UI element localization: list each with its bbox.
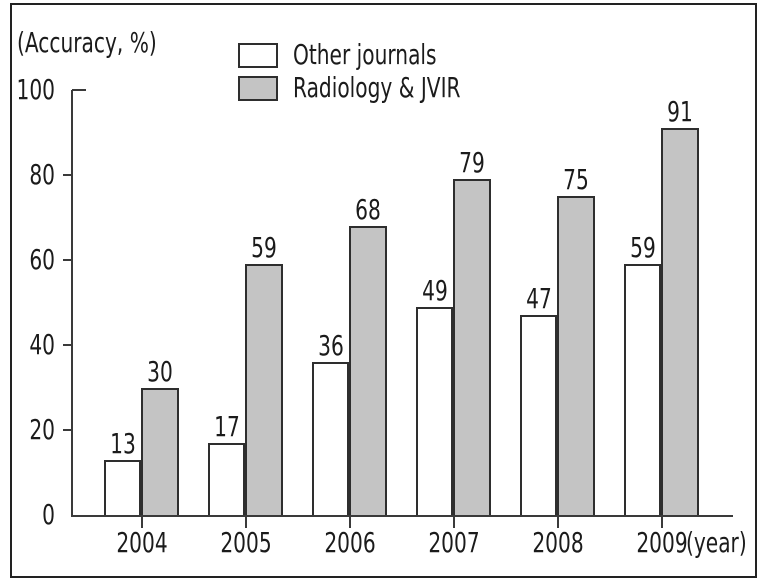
legend-label-other-journals: Other journals: [293, 38, 437, 71]
x-axis-tick: [140, 517, 143, 528]
value-label-other: 17: [213, 409, 240, 443]
y-axis-tick: [63, 259, 72, 261]
y-axis-tick-label: 40: [29, 328, 55, 361]
x-axis-year-label: 2006: [323, 526, 376, 559]
x-axis-tick: [348, 517, 351, 528]
x-axis-tick: [660, 517, 663, 528]
bar-radiology-jvir: [245, 264, 283, 515]
value-label-other: 47: [525, 282, 552, 316]
x-axis-year-label: 2004: [115, 526, 168, 559]
x-axis-tick: [244, 517, 247, 528]
y-axis-tick-label: 20: [29, 413, 55, 446]
bar-radiology-jvir: [453, 179, 491, 515]
y-axis-tick: [63, 429, 72, 431]
bar-radiology-jvir: [349, 226, 387, 515]
value-label-radiology: 79: [459, 146, 485, 180]
bar-other-journals: [312, 362, 349, 515]
value-label-other: 59: [629, 231, 656, 265]
x-axis-tick: [452, 517, 455, 528]
bar-other-journals: [104, 459, 141, 515]
legend-label-radiology-jvir: Radiology & JVIR: [293, 71, 461, 104]
bar-other-journals: [208, 442, 245, 515]
y-axis-tick: [63, 344, 72, 346]
bar-radiology-jvir: [557, 196, 595, 515]
value-label-other: 36: [317, 329, 344, 362]
x-axis-tick: [556, 517, 559, 528]
legend-swatch-radiology-jvir: [238, 76, 278, 101]
x-axis-line: [71, 515, 733, 517]
y-axis-line: [71, 90, 73, 517]
x-axis-year-label: 2007: [427, 526, 480, 559]
x-axis-year-label: 2009: [635, 526, 688, 559]
y-axis-top-tick: [72, 89, 86, 91]
bar-other-journals: [624, 264, 661, 515]
y-axis-tick-label: 0: [42, 498, 55, 531]
value-label-radiology: 91: [667, 95, 693, 129]
value-label-other: 13: [109, 426, 136, 460]
figure-border: [10, 3, 757, 578]
value-label-radiology: 59: [251, 231, 277, 265]
y-axis-tick-label: 80: [29, 158, 55, 191]
y-axis-tick-label: 100: [16, 73, 55, 106]
legend-swatch-other-journals: [238, 43, 278, 68]
x-axis-year-label: 2005: [219, 526, 272, 559]
bar-other-journals: [416, 306, 453, 515]
value-label-radiology: 68: [355, 193, 381, 226]
bar-radiology-jvir: [661, 128, 699, 515]
bar-radiology-jvir: [141, 387, 179, 515]
x-axis-year-label: 2008: [531, 526, 584, 559]
value-label-other: 49: [421, 273, 448, 307]
value-label-radiology: 75: [563, 163, 589, 197]
bar-other-journals: [520, 315, 557, 515]
y-axis-tick: [63, 174, 72, 176]
y-axis-tick-label: 60: [29, 243, 55, 276]
y-axis-unit-label: (Accuracy, %): [17, 26, 157, 59]
value-label-radiology: 30: [147, 354, 173, 388]
x-axis-year-suffix: (year): [686, 526, 747, 559]
